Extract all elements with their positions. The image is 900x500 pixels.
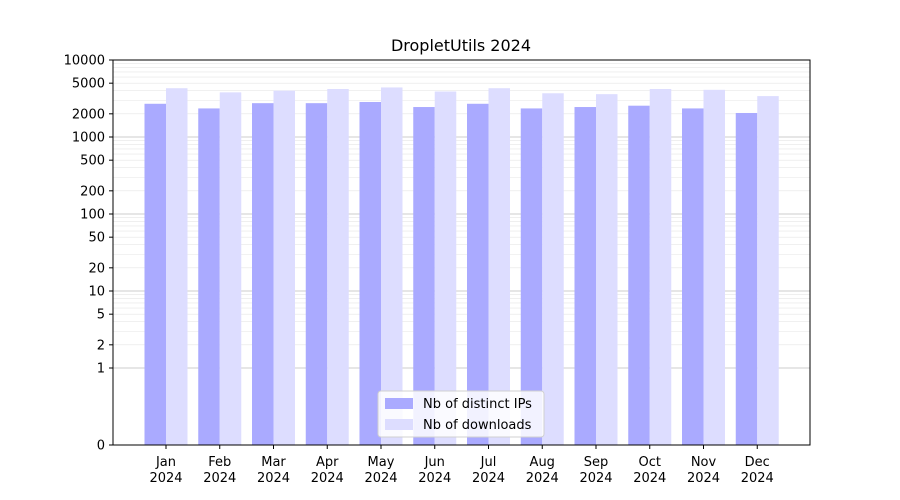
x-tick-label-year: 2024 — [687, 471, 720, 486]
bar-distinct-ips — [198, 108, 220, 446]
y-axis: 0 1 2 5 10 20 50 100 200 500 1000 2000 5000 10000 — [64, 54, 113, 454]
bar-downloads — [649, 89, 672, 446]
y-tick-label: 0 — [97, 439, 105, 454]
bar-downloads — [219, 92, 242, 446]
y-tick-label: 5000 — [72, 77, 105, 92]
x-tick-label-month: Nov — [691, 455, 717, 470]
bar-distinct-ips — [467, 103, 489, 446]
bars — [144, 87, 779, 446]
bar-distinct-ips — [413, 107, 435, 445]
x-tick-label-month: Apr — [316, 455, 339, 470]
x-tick-label-year: 2024 — [633, 471, 666, 486]
x-tick-label-year: 2024 — [418, 471, 451, 486]
x-tick-label-year: 2024 — [203, 471, 236, 486]
y-tick-label: 500 — [80, 154, 105, 169]
legend-label: Nb of downloads — [423, 418, 532, 433]
bar-distinct-ips — [682, 108, 704, 446]
legend: Nb of distinct IPs Nb of downloads — [377, 390, 545, 438]
x-tick-label-year: 2024 — [311, 471, 344, 486]
legend-label: Nb of distinct IPs — [423, 397, 532, 412]
y-tick-label: 5 — [97, 308, 105, 323]
x-tick-label-year: 2024 — [472, 471, 505, 486]
bar-distinct-ips — [574, 107, 596, 445]
y-tick-label: 200 — [80, 184, 105, 199]
x-tick-label-month: Sep — [584, 455, 609, 470]
x-tick-label-year: 2024 — [579, 471, 612, 486]
bar-downloads — [488, 88, 510, 445]
x-tick-label-month: Jun — [424, 455, 445, 470]
x-tick-label-month: May — [368, 455, 395, 470]
x-tick-label-month: Aug — [530, 455, 555, 470]
bar-distinct-ips — [520, 108, 543, 446]
legend-box — [377, 390, 545, 438]
bar-distinct-ips — [628, 105, 650, 445]
legend-swatch — [385, 419, 413, 430]
y-tick-label: 2000 — [72, 107, 105, 122]
x-tick-label-year: 2024 — [526, 471, 559, 486]
bar-downloads — [703, 89, 725, 445]
y-tick-label: 1 — [97, 362, 105, 377]
bar-distinct-ips — [144, 103, 166, 446]
bar-downloads — [381, 87, 403, 445]
plot-frame — [112, 59, 811, 446]
x-tick-label-year: 2024 — [149, 471, 182, 486]
bar-downloads — [327, 89, 349, 446]
bar-distinct-ips — [305, 103, 328, 445]
x-tick-label-month: Feb — [208, 455, 231, 470]
y-tick-label: 100 — [80, 208, 105, 223]
y-tick-label: 20 — [88, 261, 105, 276]
bar-downloads — [273, 90, 295, 445]
x-axis: Jan2024Feb2024Mar2024Apr2024May2024Jun20… — [149, 445, 774, 486]
bar-distinct-ips — [735, 112, 758, 446]
x-tick-label-month: Jan — [155, 455, 176, 470]
bar-downloads — [757, 96, 779, 446]
y-tick-label: 2 — [97, 338, 105, 353]
bar-downloads — [166, 88, 188, 445]
x-tick-label-year: 2024 — [741, 471, 774, 486]
bar-downloads — [434, 91, 457, 445]
bar-downloads — [542, 93, 564, 445]
x-tick-label-month: Jul — [480, 455, 497, 470]
x-tick-label-month: Mar — [261, 455, 286, 470]
y-tick-label: 50 — [88, 231, 105, 246]
bar-distinct-ips — [359, 101, 381, 446]
x-tick-label-month: Dec — [745, 455, 770, 470]
y-tick-label: 10000 — [64, 54, 105, 69]
y-tick-label: 10 — [88, 285, 105, 300]
y-tick-label: 1000 — [72, 131, 105, 146]
x-tick-label-year: 2024 — [364, 471, 397, 486]
legend-swatch — [385, 398, 413, 409]
x-tick-label-month: Oct — [639, 455, 661, 470]
bar-downloads — [596, 94, 618, 446]
chart-title: DropletUtils 2024 — [391, 36, 531, 55]
x-tick-label-year: 2024 — [257, 471, 290, 486]
bar-distinct-ips — [252, 103, 274, 445]
